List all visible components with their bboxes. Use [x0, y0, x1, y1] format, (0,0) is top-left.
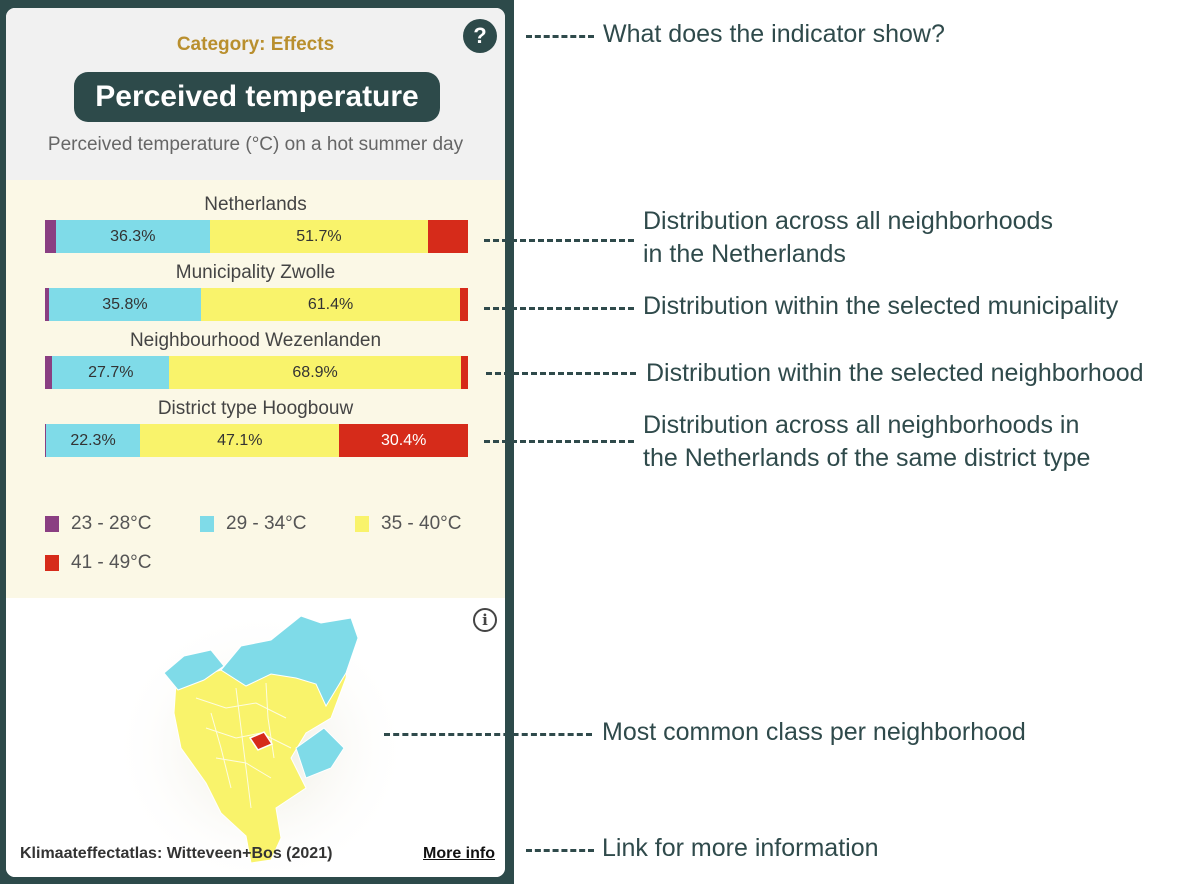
callout-line-district	[484, 440, 634, 443]
legend-swatch	[200, 516, 214, 532]
indicator-subtitle: Perceived temperature (°C) on a hot summ…	[47, 134, 464, 155]
bar-segment[interactable]	[45, 424, 46, 457]
card-header: Category: Effects ? Perceived temperatur…	[6, 8, 505, 180]
indicator-title: Perceived temperature	[74, 72, 440, 122]
callout-district-2: the Netherlands of the same district typ…	[643, 444, 1091, 472]
map-graphic[interactable]	[6, 598, 505, 877]
bar-segment[interactable]	[460, 356, 468, 389]
info-icon[interactable]: i	[473, 608, 497, 632]
help-icon[interactable]: ?	[463, 19, 497, 53]
legend-label: 41 - 49°C	[71, 552, 152, 573]
indicator-panel-frame: Category: Effects ? Perceived temperatur…	[0, 0, 514, 884]
callout-indicator: What does the indicator show?	[603, 20, 945, 48]
callout-link: Link for more information	[602, 834, 879, 862]
stacked-bar[interactable]: 22.3% 47.1% 30.4%	[45, 424, 468, 457]
bar-segment[interactable]: 47.1%	[140, 424, 340, 457]
category-label: Category: Effects	[176, 34, 335, 55]
bar-segment[interactable]: 22.3%	[45, 424, 141, 457]
map-region-cyan-east[interactable]	[295, 727, 345, 779]
callout-map: Most common class per neighborhood	[602, 718, 1026, 746]
callout-line-neighborhood	[486, 372, 636, 375]
indicator-card: Category: Effects ? Perceived temperatur…	[6, 8, 505, 877]
legend-label: 23 - 28°C	[71, 513, 152, 534]
legend-swatch	[355, 516, 369, 532]
distribution-chart: Netherlands 36.3% 51.7% Municipality Zwolle…	[6, 180, 505, 598]
callout-netherlands-1: Distribution across all neighborhoods	[643, 207, 1053, 235]
callout-line-link	[526, 849, 594, 852]
callout-neighborhood: Distribution within the selected neighbo…	[646, 359, 1144, 387]
group-label: Neighbourhood Wezenlanden	[129, 330, 382, 351]
bar-segment[interactable]: 51.7%	[209, 220, 429, 253]
legend-swatch	[45, 516, 59, 532]
map-region-cyan-west[interactable]	[163, 649, 225, 691]
bar-segment[interactable]	[428, 220, 468, 253]
callout-district-1: Distribution across all neighborhoods in	[643, 411, 1080, 439]
bar-segment[interactable]	[45, 220, 56, 253]
bar-segment[interactable]: 36.3%	[55, 220, 210, 253]
map-region-cyan-north[interactable]	[220, 615, 359, 708]
stacked-bar[interactable]: 35.8% 61.4%	[45, 288, 468, 321]
group-label: District type Hoogbouw	[157, 398, 354, 419]
selected-neighborhood[interactable]	[248, 731, 274, 751]
map-credit: Klimaateffectatlas: Witteveen+Bos (2021)	[20, 845, 333, 862]
legend-label: 29 - 34°C	[226, 513, 307, 534]
bar-segment[interactable]: 61.4%	[200, 288, 461, 321]
bar-segment[interactable]: 35.8%	[49, 288, 201, 321]
group-label: Netherlands	[204, 194, 307, 215]
bar-segment[interactable]	[460, 288, 468, 321]
bar-segment[interactable]	[45, 288, 50, 321]
callout-netherlands-2: in the Netherlands	[643, 240, 846, 268]
bar-segment[interactable]	[45, 356, 53, 389]
callout-line-map	[384, 733, 592, 736]
bar-segment[interactable]: 27.7%	[52, 356, 170, 389]
callout-line-municipality	[484, 307, 634, 310]
more-info-link[interactable]: More info	[423, 845, 495, 862]
bar-segment[interactable]: 68.9%	[169, 356, 461, 389]
group-label: Municipality Zwolle	[175, 262, 336, 283]
callout-line-netherlands	[484, 239, 634, 242]
callout-line-indicator	[526, 35, 594, 38]
stacked-bar[interactable]: 27.7% 68.9%	[45, 356, 468, 389]
neighborhood-map[interactable]: i Klimaateffectatlas: Witteveen+Bos (202…	[6, 598, 505, 877]
callout-municipality: Distribution within the selected municip…	[643, 292, 1119, 320]
stacked-bar[interactable]: 36.3% 51.7%	[45, 220, 468, 253]
legend-swatch	[45, 555, 59, 571]
bar-segment[interactable]: 30.4%	[339, 424, 468, 457]
legend-label: 35 - 40°C	[381, 513, 462, 534]
